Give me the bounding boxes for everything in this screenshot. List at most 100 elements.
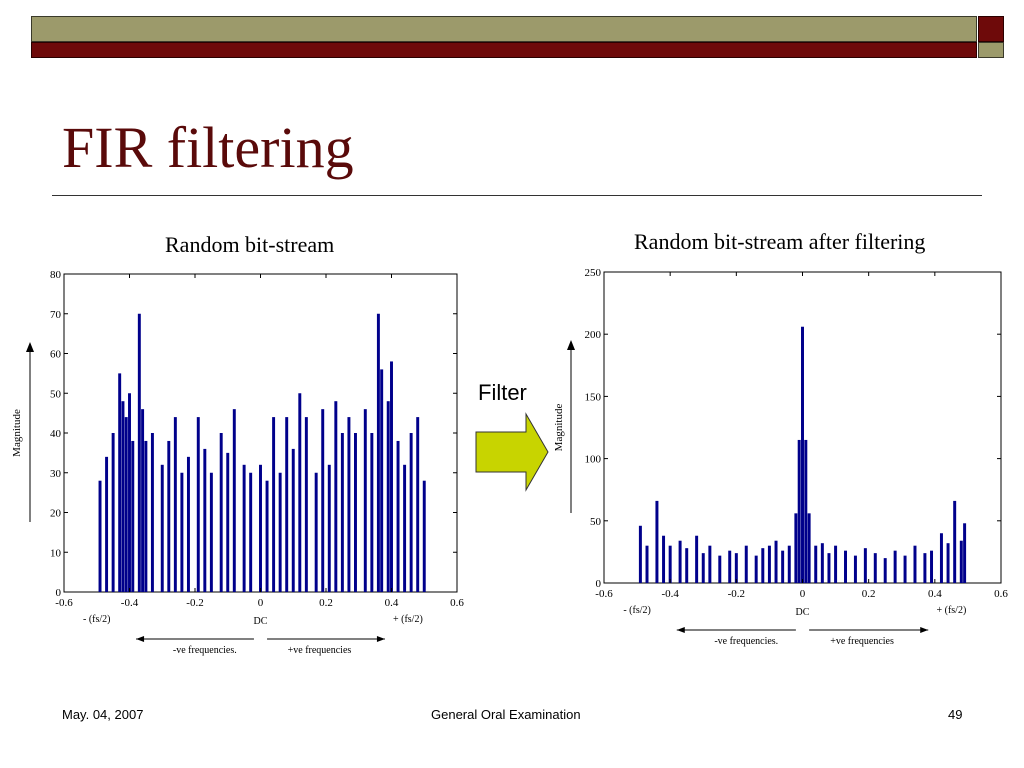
bar bbox=[853, 555, 857, 583]
bar bbox=[701, 553, 705, 583]
footer-date: May. 04, 2007 bbox=[62, 707, 144, 722]
x-tick-label: 0.6 bbox=[450, 597, 464, 609]
bar bbox=[685, 548, 689, 583]
bar bbox=[662, 535, 666, 583]
bar bbox=[111, 433, 115, 592]
bar bbox=[203, 448, 207, 592]
bar bbox=[655, 500, 659, 583]
bar bbox=[291, 448, 295, 592]
bar bbox=[959, 540, 963, 583]
bar bbox=[718, 555, 722, 583]
bar bbox=[734, 553, 738, 583]
y-tick-label: 0 bbox=[596, 578, 602, 590]
bar bbox=[380, 369, 384, 592]
bar bbox=[141, 409, 145, 592]
bar bbox=[668, 545, 672, 583]
bar bbox=[794, 513, 798, 583]
bar bbox=[137, 313, 141, 592]
chart-left-title: Random bit-stream bbox=[165, 232, 335, 257]
bar bbox=[334, 401, 338, 592]
y-tick-label: 40 bbox=[50, 428, 62, 440]
pos-freq-arrowhead bbox=[920, 627, 929, 633]
bar bbox=[396, 440, 400, 592]
bar bbox=[767, 545, 771, 583]
bar bbox=[774, 540, 778, 583]
bar bbox=[321, 409, 325, 592]
bar bbox=[167, 440, 171, 592]
bar bbox=[118, 373, 122, 592]
bar bbox=[923, 553, 927, 583]
bar bbox=[416, 417, 420, 592]
bar bbox=[638, 525, 642, 583]
neg-freq-label: -ve frequencies. bbox=[173, 645, 237, 656]
chart-right-title: Random bit-stream after filtering bbox=[634, 229, 926, 254]
bar bbox=[124, 417, 128, 592]
right-edge-label: + (fs/2) bbox=[936, 605, 966, 616]
bar bbox=[285, 417, 289, 592]
y-tick-label: 30 bbox=[50, 468, 62, 480]
bar bbox=[422, 480, 426, 592]
bar bbox=[781, 550, 785, 583]
bar bbox=[801, 326, 804, 583]
bar bbox=[804, 439, 808, 583]
y-tick-label: 50 bbox=[50, 388, 62, 400]
bar bbox=[728, 550, 732, 583]
bar bbox=[226, 452, 230, 592]
bar bbox=[376, 313, 380, 592]
y-tick-label: 250 bbox=[585, 267, 602, 279]
bar bbox=[272, 417, 276, 592]
bar bbox=[946, 543, 950, 583]
bar bbox=[314, 472, 318, 592]
y-axis-label: Magnitude bbox=[553, 404, 565, 452]
bar bbox=[844, 550, 847, 583]
neg-freq-arrowhead bbox=[136, 636, 145, 642]
bar bbox=[820, 543, 824, 583]
bar bbox=[390, 361, 393, 592]
bar bbox=[883, 558, 887, 583]
bar bbox=[695, 535, 699, 583]
y-tick-label: 0 bbox=[56, 587, 62, 599]
bar bbox=[196, 417, 200, 592]
bar bbox=[340, 433, 344, 592]
y-axis-label: Magnitude bbox=[11, 409, 23, 457]
bar bbox=[160, 464, 164, 592]
header-bar-olive bbox=[31, 16, 977, 42]
header-square-olive bbox=[978, 42, 1004, 58]
y-axis-arrowhead bbox=[26, 342, 34, 352]
neg-freq-arrowhead bbox=[676, 627, 685, 633]
bar bbox=[939, 533, 943, 583]
bar bbox=[298, 393, 302, 592]
left-edge-label: - (fs/2) bbox=[623, 605, 651, 616]
bar bbox=[105, 456, 109, 592]
bar bbox=[814, 545, 818, 583]
bar bbox=[131, 440, 135, 592]
pos-freq-label: +ve frequencies bbox=[288, 645, 352, 656]
bar bbox=[128, 393, 131, 592]
y-tick-label: 10 bbox=[50, 547, 62, 559]
bar bbox=[98, 480, 102, 592]
dc-label: DC bbox=[254, 616, 268, 627]
bar bbox=[744, 545, 748, 583]
pos-freq-arrowhead bbox=[376, 636, 385, 642]
bar bbox=[347, 417, 351, 592]
bar bbox=[354, 433, 357, 592]
title-divider bbox=[52, 195, 982, 196]
y-tick-label: 70 bbox=[50, 309, 62, 321]
bar bbox=[232, 409, 236, 592]
bar bbox=[930, 550, 934, 583]
x-tick-label: 0.4 bbox=[385, 597, 399, 609]
x-tick-label: -0.6 bbox=[595, 588, 613, 600]
y-tick-label: 20 bbox=[50, 508, 62, 520]
header-bar-maroon bbox=[31, 42, 977, 58]
bar bbox=[278, 472, 282, 592]
bar bbox=[807, 513, 811, 583]
slide-title: FIR filtering bbox=[62, 115, 354, 180]
x-tick-label: 0.2 bbox=[319, 597, 333, 609]
x-tick-label: -0.4 bbox=[121, 597, 139, 609]
bar bbox=[327, 464, 331, 592]
bar bbox=[754, 555, 758, 583]
chart-right: -0.6 -0.4 -0.2 0 0.2 0.4 0.6 0 50 100 150 200 250 Mag… bbox=[553, 267, 1008, 647]
x-tick-label: 0 bbox=[258, 597, 264, 609]
bar bbox=[834, 545, 838, 583]
bar bbox=[259, 464, 262, 592]
